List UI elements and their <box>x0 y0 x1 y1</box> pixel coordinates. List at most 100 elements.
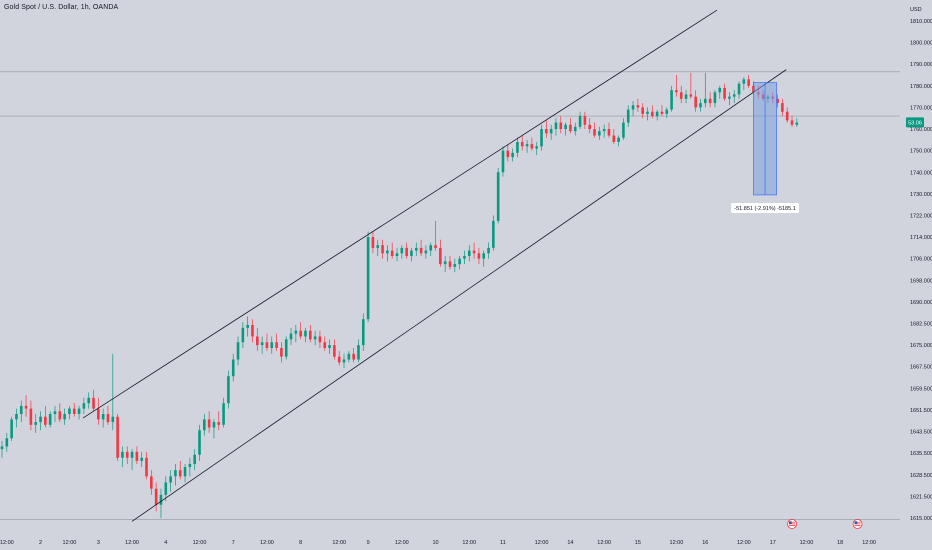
x-tick-label: 11 <box>500 540 506 546</box>
y-tick-label: 1750.000 <box>910 149 932 155</box>
candle-body <box>231 359 235 377</box>
candle-body <box>87 397 91 404</box>
candle-body <box>24 405 28 409</box>
candle-body <box>169 476 172 483</box>
candle-body <box>256 336 259 346</box>
candle-body <box>92 397 95 409</box>
candle-body <box>670 90 673 110</box>
candle-body <box>116 416 119 458</box>
y-tick-label: 1780.000 <box>910 84 932 90</box>
measure-tool: -51.851 (-2.91%) -5185.1 <box>731 82 800 213</box>
candle-body <box>5 438 9 447</box>
candle-body <box>583 116 587 125</box>
x-tick-label: 12:00 <box>737 540 751 546</box>
candle-body <box>97 408 100 420</box>
candle-body <box>516 142 519 153</box>
candle-body <box>371 237 375 248</box>
candle-body <box>540 129 543 147</box>
candle-body <box>159 494 163 505</box>
candle-body <box>309 330 312 340</box>
candle-body <box>193 454 196 464</box>
candle-body <box>588 124 591 130</box>
candle-body <box>564 124 567 130</box>
candle-body <box>414 247 418 251</box>
x-tick-label: 3 <box>97 540 100 546</box>
candle-body <box>578 116 582 127</box>
y-tick-label: 1682.500 <box>910 322 932 328</box>
price-axis: USD 1810.000 1800.000 1790.000 1780.000 1770.… <box>906 7 932 522</box>
candle-body <box>795 122 799 125</box>
x-tick-label: 8 <box>299 540 302 546</box>
candle-body <box>183 467 187 477</box>
x-tick-label: 12:00 <box>597 540 611 546</box>
candle-body <box>732 94 736 97</box>
us-flag-event-icon[interactable] <box>852 519 863 529</box>
candle-body <box>352 353 355 360</box>
y-tick-label: 1740.000 <box>910 170 932 176</box>
candle-body <box>178 470 182 477</box>
candle-body <box>646 111 649 114</box>
candle-body <box>260 342 264 346</box>
candle-body <box>482 253 486 259</box>
candle-body <box>299 330 302 337</box>
price-tag-label: 53.06 <box>908 120 922 126</box>
candle-body <box>154 488 158 505</box>
y-tick-label: 1635.500 <box>910 451 932 457</box>
x-tick-label: 12:00 <box>0 540 14 546</box>
candle-body <box>501 150 505 173</box>
x-tick-label: 12:00 <box>395 540 409 546</box>
candle-body <box>679 92 683 99</box>
candle-body <box>718 87 722 93</box>
candle-body <box>651 111 654 117</box>
candle-body <box>728 96 731 99</box>
candle-body <box>737 83 741 95</box>
candle-body <box>573 126 577 132</box>
flag-stripe <box>854 521 861 523</box>
candle-body <box>607 129 611 136</box>
candle-body <box>400 247 404 254</box>
candle-body <box>284 339 288 357</box>
candle-body <box>443 261 447 265</box>
chart-title: Gold Spot / U.S. Dollar, 1h, OANDA <box>4 4 119 11</box>
candle-body <box>439 247 442 265</box>
candle-body <box>453 264 457 267</box>
x-tick-label: 12:00 <box>125 540 139 546</box>
x-tick-label: 9 <box>367 540 370 546</box>
candle-body <box>246 324 249 328</box>
candle-body <box>289 333 293 340</box>
candle-body <box>361 319 365 346</box>
candle-body <box>15 414 18 420</box>
candle-body <box>487 247 490 254</box>
candle-body <box>145 457 148 477</box>
y-tick-label: 1706.000 <box>910 257 932 263</box>
candle-body <box>467 250 471 256</box>
candle-body <box>776 98 779 104</box>
event-markers <box>787 519 863 529</box>
y-tick-label: 1810.000 <box>910 19 932 25</box>
candle-body <box>318 336 322 343</box>
candle-body <box>781 103 784 112</box>
candle-body <box>549 129 553 134</box>
candle-body <box>328 345 331 349</box>
candle-body <box>337 356 341 363</box>
candle-body <box>44 416 47 425</box>
candle-body <box>785 111 789 121</box>
us-flag-event-icon[interactable] <box>787 519 797 529</box>
candle-body <box>294 330 298 334</box>
candle-body <box>675 90 678 93</box>
candle-body <box>381 245 384 254</box>
y-tick-label: 1690.000 <box>910 300 932 306</box>
candle-body <box>458 258 461 265</box>
x-tick-label: 12:00 <box>260 540 274 546</box>
y-tick-label: 1615.000 <box>910 516 932 522</box>
y-tick-label: 1667.500 <box>910 365 932 371</box>
candle-body <box>236 342 240 360</box>
candle-body <box>525 144 529 147</box>
candles <box>0 72 799 518</box>
y-tick-label: 1722.000 <box>910 213 932 219</box>
candle-body <box>520 142 524 147</box>
candle-body <box>207 419 211 428</box>
candle-body <box>121 451 124 458</box>
price-tag-bg <box>906 117 924 128</box>
